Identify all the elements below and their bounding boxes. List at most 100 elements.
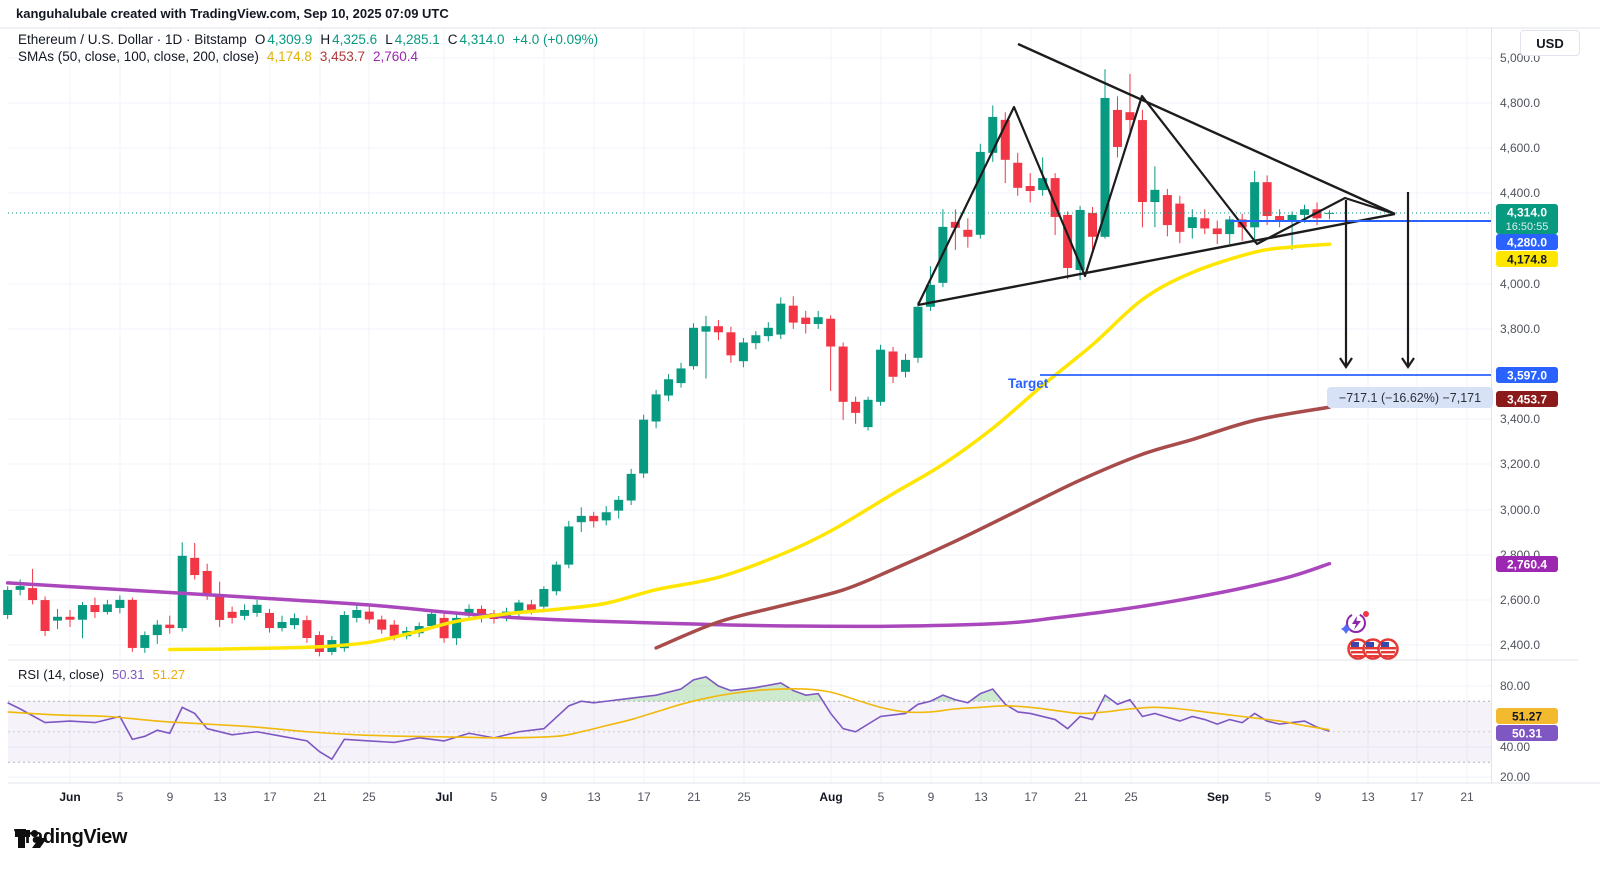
svg-text:51.27: 51.27 bbox=[1512, 710, 1542, 724]
countdown-timer: 16:50:55 bbox=[1506, 221, 1549, 233]
time-tick-label: 21 bbox=[1074, 790, 1088, 804]
time-scale[interactable]: Jun 5 9 13 17 21 25 Jul 5 9 13 17 21 25 Aug 5 9 13 17 21 25 S… bbox=[59, 790, 1474, 804]
price-tick-label: 20.00 bbox=[1500, 770, 1530, 784]
price-tick-label: 2,600.0 bbox=[1500, 593, 1540, 607]
measured-move-label[interactable]: −717.1 (−16.62%) −7,171 bbox=[1327, 387, 1493, 408]
price-badge: 4,314.016:50:55 bbox=[1496, 204, 1558, 234]
time-tick-label: 25 bbox=[362, 790, 376, 804]
rsi-ma-line[interactable] bbox=[7, 687, 1330, 739]
price-badge: 50.31 bbox=[1496, 725, 1558, 741]
time-tick-label: 21 bbox=[313, 790, 327, 804]
change-value: +4.0 (+0.09%) bbox=[512, 32, 599, 47]
sma-legend-label[interactable]: SMAs (50, close, 100, close, 200, close) bbox=[18, 49, 259, 64]
price-badge: 51.27 bbox=[1496, 708, 1558, 724]
sma100-value: 3,453.7 bbox=[319, 49, 365, 64]
us-flag-sticker-icon[interactable] bbox=[1347, 638, 1369, 660]
low-label: L bbox=[385, 32, 393, 47]
tradingview-logo-icon bbox=[15, 830, 47, 848]
price-tick-label: 2,400.0 bbox=[1500, 638, 1540, 652]
rsi-legend-label[interactable]: RSI (14, close) bbox=[18, 667, 104, 682]
drawing-tools-layer[interactable] bbox=[917, 42, 1491, 376]
sma200-value: 2,760.4 bbox=[372, 49, 419, 64]
time-tick-label: Aug bbox=[819, 790, 842, 804]
ai-flash-sticker-icon[interactable] bbox=[1341, 611, 1369, 634]
price-tick-label: 4,400.0 bbox=[1500, 186, 1540, 200]
price-tick-label: 40.00 bbox=[1500, 740, 1530, 754]
time-tick-label: Sep bbox=[1207, 790, 1229, 804]
svg-text:4,280.0: 4,280.0 bbox=[1507, 236, 1547, 250]
sma50-line[interactable] bbox=[168, 242, 1332, 652]
time-tick-label: 13 bbox=[213, 790, 227, 804]
close-label: C bbox=[447, 32, 458, 47]
sticker-icons[interactable] bbox=[1341, 611, 1399, 660]
time-tick-label: 21 bbox=[1460, 790, 1474, 804]
price-tick-label: 3,200.0 bbox=[1500, 457, 1540, 471]
svg-text:3,453.7: 3,453.7 bbox=[1507, 393, 1547, 407]
grid-lines bbox=[8, 28, 1491, 783]
time-tick-label: 5 bbox=[491, 790, 498, 804]
low-value: 4,285.1 bbox=[394, 32, 440, 47]
rsi-legend-row: RSI (14, close) 50.31 51.27 bbox=[18, 667, 185, 682]
time-tick-label: 5 bbox=[117, 790, 124, 804]
symbol-legend-row: Ethereum / U.S. Dollar · 1D · Bitstamp O… bbox=[18, 32, 598, 47]
time-tick-label: 17 bbox=[1024, 790, 1038, 804]
candlestick-series bbox=[3, 69, 1334, 657]
high-label: H bbox=[320, 32, 331, 47]
svg-text:50.31: 50.31 bbox=[1512, 727, 1542, 741]
svg-text:2,760.4: 2,760.4 bbox=[1507, 558, 1547, 572]
price-tick-label: 4,600.0 bbox=[1500, 141, 1540, 155]
price-tick-label: 80.00 bbox=[1500, 679, 1530, 693]
time-tick-label: 17 bbox=[1410, 790, 1424, 804]
open-label: O bbox=[254, 32, 266, 47]
down-arrow-1-icon[interactable] bbox=[1339, 200, 1353, 369]
price-tick-label: 4,800.0 bbox=[1500, 96, 1540, 110]
time-tick-label: 9 bbox=[541, 790, 548, 804]
time-tick-label: 17 bbox=[637, 790, 651, 804]
time-tick-label: 25 bbox=[737, 790, 751, 804]
time-tick-label: 13 bbox=[974, 790, 988, 804]
time-tick-label: 13 bbox=[1361, 790, 1375, 804]
symbol-title[interactable]: Ethereum / U.S. Dollar · 1D · Bitstamp bbox=[18, 32, 247, 47]
target-drawing-label[interactable]: Target bbox=[1008, 376, 1049, 391]
time-tick-label: 25 bbox=[1124, 790, 1138, 804]
price-badge: 4,174.8 bbox=[1496, 251, 1558, 267]
attribution-text: kanguhalubale created with TradingView.c… bbox=[16, 6, 449, 21]
time-tick-label: 5 bbox=[1265, 790, 1272, 804]
price-badge: 3,597.0 bbox=[1496, 367, 1558, 383]
time-tick-label: 21 bbox=[687, 790, 701, 804]
price-badge: 4,280.0 bbox=[1496, 234, 1558, 250]
sma-legend-row: SMAs (50, close, 100, close, 200, close)… bbox=[18, 49, 418, 64]
time-tick-label: 5 bbox=[878, 790, 885, 804]
footer-branding: TradingView bbox=[14, 826, 127, 849]
rsi-ma-value: 51.27 bbox=[152, 667, 186, 682]
time-tick-label: 9 bbox=[928, 790, 935, 804]
time-tick-label: Jul bbox=[435, 790, 452, 804]
price-tick-label: 4,000.0 bbox=[1500, 277, 1540, 291]
sma50-value: 4,174.8 bbox=[266, 49, 312, 64]
rsi-band bbox=[8, 700, 1491, 763]
rsi-value: 50.31 bbox=[111, 667, 145, 682]
price-tick-label: 3,400.0 bbox=[1500, 412, 1540, 426]
high-value: 4,325.6 bbox=[332, 32, 378, 47]
price-badge: 3,453.7 bbox=[1496, 391, 1558, 407]
svg-text:4,314.0: 4,314.0 bbox=[1507, 206, 1547, 220]
svg-text:4,174.8: 4,174.8 bbox=[1507, 253, 1547, 267]
open-value: 4,309.9 bbox=[267, 32, 313, 47]
down-arrow-2-icon[interactable] bbox=[1401, 192, 1415, 369]
close-value: 4,314.0 bbox=[459, 32, 505, 47]
sma100-line[interactable] bbox=[654, 405, 1332, 650]
rsi-line[interactable] bbox=[7, 675, 1330, 761]
time-tick-label: 9 bbox=[1315, 790, 1322, 804]
price-scale[interactable]: 5,000.04,800.04,600.04,400.04,000.03,800… bbox=[1496, 51, 1558, 784]
time-tick-label: 17 bbox=[263, 790, 277, 804]
time-tick-label: 9 bbox=[167, 790, 174, 804]
time-tick-label: Jun bbox=[59, 790, 80, 804]
rsi-overbought-fill bbox=[8, 676, 1330, 702]
currency-selector-button[interactable]: USD bbox=[1520, 30, 1580, 56]
us-flag-sticker-icon[interactable] bbox=[1377, 638, 1399, 660]
price-tick-label: 3,000.0 bbox=[1500, 503, 1540, 517]
svg-text:3,597.0: 3,597.0 bbox=[1507, 369, 1547, 383]
time-tick-label: 13 bbox=[587, 790, 601, 804]
